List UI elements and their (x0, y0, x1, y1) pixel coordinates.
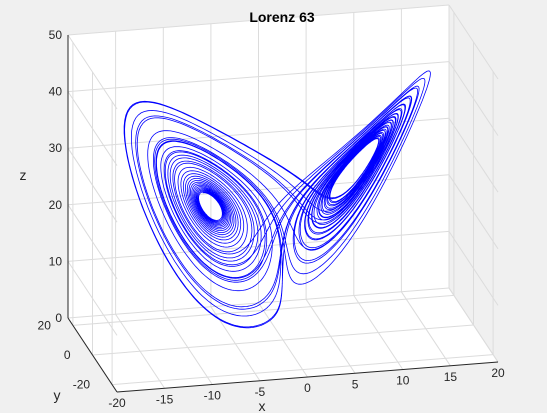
trajectory-layer (123, 70, 431, 329)
left-grid-z (67, 91, 118, 166)
x-tick-label: -15 (156, 392, 174, 406)
y-tick-label: -20 (73, 378, 91, 392)
z-tick-label: 30 (49, 141, 63, 155)
z-axis-label: z (20, 167, 27, 183)
x-axis-line (116, 361, 499, 393)
x-tick-label: 5 (352, 377, 359, 391)
left-grid-z (67, 147, 118, 223)
axis-lines (67, 35, 499, 393)
x-tick-label: 20 (491, 366, 505, 380)
back-grid-z (67, 4, 450, 36)
left-grid-z (67, 204, 118, 280)
x-tick-label: -5 (255, 385, 266, 399)
axes-panel (68, 5, 498, 392)
x-axis-label: x (259, 398, 266, 413)
x-tick-label: 0 (304, 381, 311, 395)
floor-grid-y (92, 324, 474, 356)
x-tick-label: -20 (108, 396, 126, 410)
right-grid-z (448, 174, 499, 250)
z-tick-label: 40 (49, 85, 63, 99)
lorenz-trajectory-line (123, 70, 431, 329)
y-axis-label: y (54, 387, 61, 403)
floor-grid-y (112, 354, 494, 386)
right-grid-z (448, 61, 499, 136)
y-tick-label: 20 (38, 318, 52, 332)
y-axis-line (67, 317, 118, 393)
left-grid-z (67, 261, 118, 336)
back-grid-z (67, 287, 450, 319)
right-grid-z (448, 4, 499, 80)
z-tick-label: 0 (55, 311, 62, 325)
left-grid-z (67, 34, 118, 110)
right-grid-z (448, 231, 499, 306)
right-grid-z (448, 287, 499, 363)
chart-title: Lorenz 63 (249, 9, 315, 25)
z-tick-label: 10 (49, 254, 63, 268)
right-grid-z (448, 117, 499, 193)
z-tick-label: 50 (49, 28, 63, 42)
y-tick-label: 0 (64, 348, 71, 362)
x-tick-label: -10 (204, 389, 222, 403)
x-tick-label: 15 (444, 370, 458, 384)
z-tick-label: 20 (49, 198, 63, 212)
back-grid-z (67, 61, 450, 93)
x-tick-label: 10 (396, 374, 410, 388)
